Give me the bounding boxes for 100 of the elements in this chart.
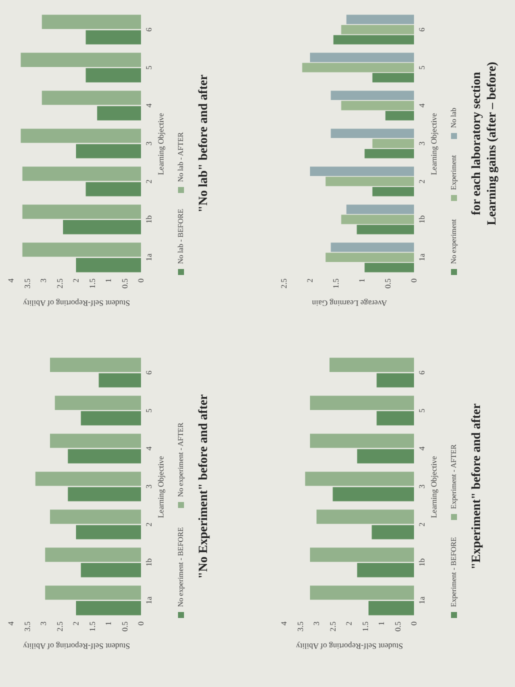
x-tick-label: 3 [39, 278, 48, 282]
x-tick-label: 3 [39, 622, 48, 626]
bar [333, 35, 414, 44]
x-axis-title: Student Self-Reporting of Ability [23, 642, 130, 650]
bar [368, 601, 414, 616]
bar [305, 472, 414, 486]
y-tick-label: 3 [418, 484, 426, 488]
y-tick-label: 2 [144, 522, 154, 526]
bar [330, 358, 414, 372]
x-tick-label: 2.5 [328, 622, 338, 632]
bar [20, 128, 141, 143]
bar [326, 176, 414, 186]
bar [372, 186, 414, 196]
bar [346, 204, 414, 214]
bar [330, 128, 414, 138]
x-tick-label: 0 [410, 622, 418, 626]
y-tick-label: 6 [418, 370, 426, 375]
bar [22, 242, 141, 257]
x-tick-label: 1.5 [332, 278, 340, 288]
bar [76, 144, 141, 158]
text: for each laboratory section [469, 72, 483, 216]
bar [310, 52, 414, 62]
x-tick-label: 2 [344, 622, 354, 626]
bar [326, 252, 414, 262]
y-tick-label: 1b [144, 215, 154, 224]
bar [22, 166, 141, 181]
bar [68, 487, 141, 502]
bar [63, 220, 141, 234]
x-tick-label: 1 [104, 278, 113, 282]
x-tick-label: 1 [104, 622, 113, 626]
bar [341, 100, 414, 110]
y-tick-label: 3 [144, 142, 154, 146]
y-tick-label: 6 [144, 28, 154, 32]
bar [376, 411, 414, 426]
y-axis-title: Learning Objective [156, 456, 166, 518]
y-tick-label: 4 [144, 104, 154, 108]
x-tick-label: 1.5 [88, 278, 97, 288]
x-tick-label: 1.5 [88, 622, 97, 632]
x-tick-label: 1 [358, 278, 366, 282]
bar [372, 525, 414, 540]
bar [346, 14, 414, 24]
y-tick-label: 4 [418, 446, 426, 451]
y-axis-title: Learning Objective [156, 112, 166, 175]
text: "No lab" before and after [196, 74, 210, 212]
text: "No Experiment" before and after [196, 394, 210, 579]
x-tick-label: 4 [6, 622, 16, 626]
y-tick-label: 2 [418, 179, 426, 184]
y-tick-label: 1b [144, 558, 154, 566]
bar [376, 373, 414, 388]
bar [310, 434, 414, 448]
bar [22, 204, 141, 219]
bar [364, 262, 414, 272]
bar [98, 373, 141, 388]
bar [35, 472, 141, 486]
bar [356, 224, 414, 234]
x-tick-label: 2.5 [55, 622, 64, 632]
y-tick-label: 5 [144, 408, 154, 413]
x-tick-label: 4 [6, 278, 16, 282]
y-tick-label: 3 [144, 484, 154, 488]
y-tick-label: 3 [418, 142, 426, 146]
bar [97, 106, 141, 120]
y-tick-label: 5 [418, 66, 426, 70]
y-tick-label: 1b [418, 215, 426, 224]
bar [42, 90, 141, 105]
x-tick-label: 0 [136, 622, 146, 626]
x-tick-label: 3 [312, 622, 321, 626]
y-axis-title: Learning Objective [430, 112, 438, 175]
bar [80, 411, 141, 426]
bar [341, 214, 414, 224]
bar [330, 242, 414, 252]
y-tick-label: 5 [418, 408, 426, 413]
bar [50, 358, 141, 372]
bar [310, 166, 414, 176]
bar [68, 449, 141, 464]
x-tick-label: 2 [72, 622, 80, 626]
y-tick-label: 4 [144, 446, 154, 451]
x-tick-label: 2 [306, 278, 314, 282]
bar [20, 52, 141, 67]
bar [372, 73, 414, 82]
y-tick-label: 1a [144, 253, 154, 262]
y-tick-label: 1a [144, 596, 154, 604]
x-tick-label: 1 [377, 622, 386, 626]
y-tick-label: 4 [418, 104, 426, 108]
bar [310, 586, 414, 600]
x-tick-label: 0.5 [384, 278, 392, 288]
x-tick-label: 2 [72, 278, 80, 282]
text: "Experiment" before and after [469, 403, 483, 570]
y-tick-label: 1b [418, 558, 426, 566]
bar [54, 396, 141, 410]
bar [330, 90, 414, 100]
x-tick-label: 4 [280, 622, 288, 626]
y-tick-label: 1a [418, 596, 426, 604]
x-axis-title: Student Self-Reporting of Ability [296, 642, 403, 650]
bar [76, 525, 141, 540]
y-axis-title: Learning Objective [430, 456, 438, 518]
bar [357, 449, 414, 464]
y-tick-label: 2 [144, 179, 154, 184]
x-tick-label: 3.5 [22, 622, 32, 632]
y-tick-label: 6 [418, 28, 426, 32]
y-tick-label: 1a [418, 253, 426, 262]
